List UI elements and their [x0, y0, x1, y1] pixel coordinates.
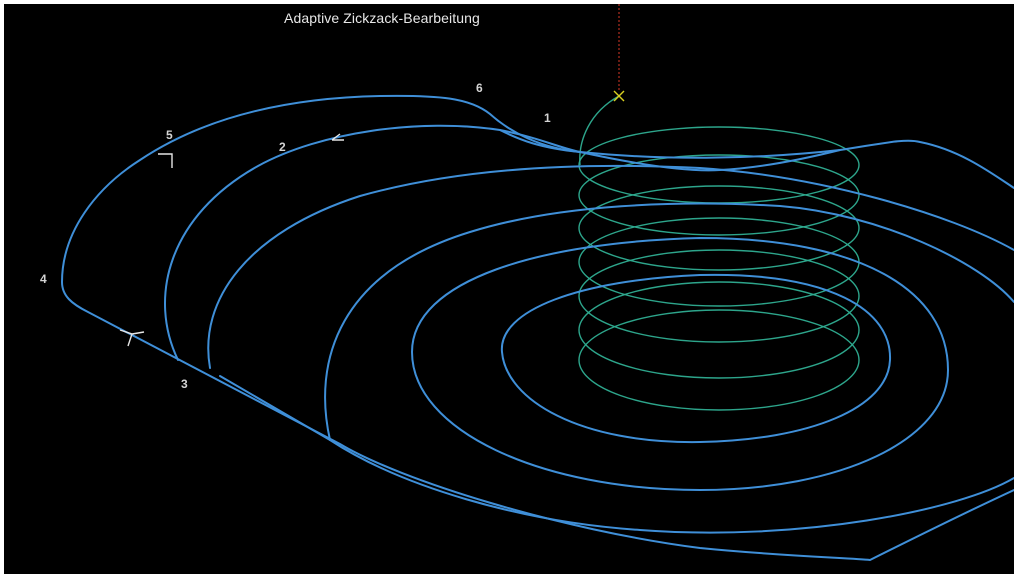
start-cross-icon [613, 90, 625, 102]
toolpath-loops [164, 124, 1014, 534]
point-label-5: 5 [166, 128, 173, 142]
helical-entry [578, 95, 860, 411]
point-label-2: 2 [279, 140, 286, 154]
point-label-1: 1 [544, 111, 551, 125]
point-label-3: 3 [181, 377, 188, 391]
direction-arrow-icon [119, 329, 145, 347]
toolpath-loop [164, 124, 581, 361]
toolpath-loop [207, 164, 1014, 369]
toolpath-loop [329, 439, 1014, 534]
toolpath-loop [324, 202, 1014, 441]
cam-viewport[interactable]: Adaptive Zickzack-Bearbeitung [4, 4, 1014, 574]
toolpath-loop [500, 273, 892, 444]
toolpath-outer-boundary [61, 94, 1014, 283]
view-title: Adaptive Zickzack-Bearbeitung [284, 10, 480, 26]
point-label-4: 4 [40, 272, 47, 286]
toolpath-drawing: 1 2 3 4 5 6 [40, 4, 1014, 561]
toolpath-loop [411, 237, 949, 491]
direction-arrow-icon [331, 133, 344, 141]
point-label-6: 6 [476, 81, 483, 95]
direction-arrow-icon [158, 153, 173, 168]
